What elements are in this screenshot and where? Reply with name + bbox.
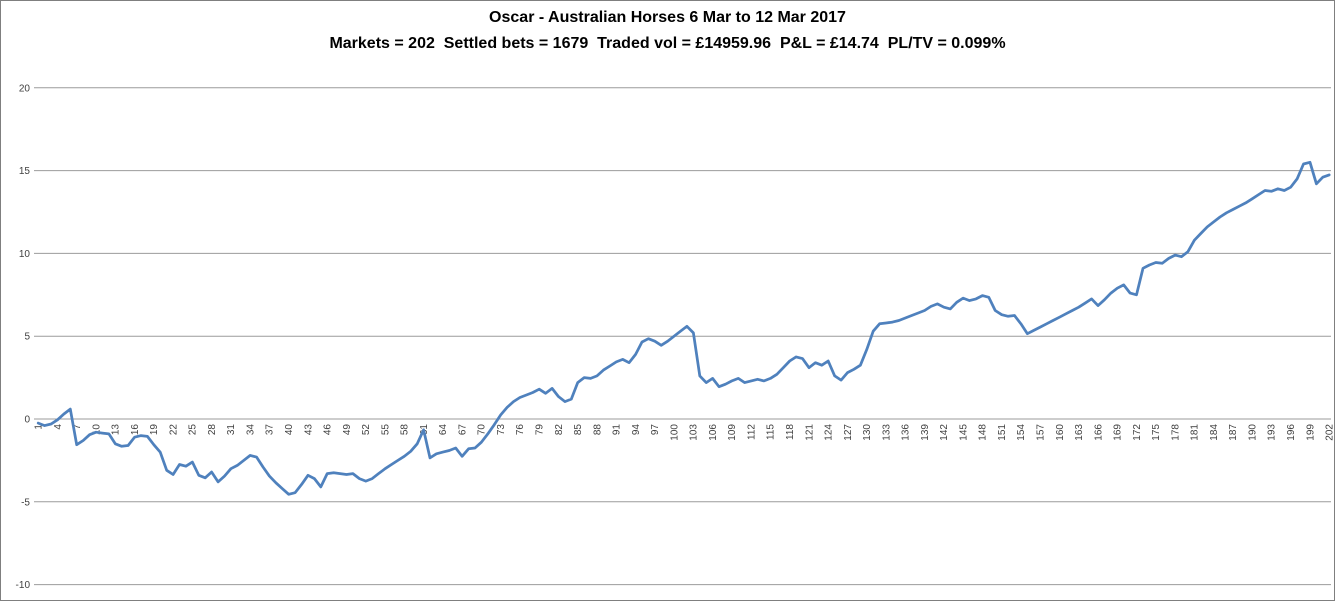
x-axis-tick-label: 28 [207, 424, 218, 436]
x-axis-tick-label: 70 [477, 424, 488, 436]
x-axis-tick-label: 100 [669, 424, 680, 441]
x-axis-tick-label: 172 [1132, 424, 1143, 441]
x-axis-tick-label: 55 [380, 424, 391, 436]
x-axis-tick-label: 160 [1055, 424, 1066, 441]
y-axis-tick-label: -5 [21, 497, 30, 508]
x-axis-tick-label: 142 [939, 424, 950, 441]
x-axis-tick-label: 34 [246, 424, 257, 436]
x-axis-tick-label: 193 [1267, 424, 1278, 441]
x-axis-tick-label: 22 [168, 424, 179, 436]
x-axis-tick-label: 4 [53, 424, 64, 430]
x-axis-tick-label: 112 [747, 424, 758, 440]
x-axis-tick-label: 184 [1209, 424, 1220, 441]
x-axis-tick-label: 19 [149, 424, 160, 436]
x-axis-tick-label: 73 [496, 424, 507, 436]
x-axis-tick-label: 46 [323, 424, 334, 436]
x-axis-tick-label: 49 [342, 424, 353, 436]
x-axis-tick-label: 103 [689, 424, 700, 441]
x-axis-tick-label: 175 [1151, 424, 1162, 441]
pl-series-line [36, 160, 1331, 496]
y-axis-tick-label: 20 [19, 83, 31, 94]
x-axis-tick-label: 157 [1036, 424, 1047, 441]
chart-title: Oscar - Australian Horses 6 Mar to 12 Ma… [489, 9, 846, 26]
chart-subtitle: Markets = 202 Settled bets = 1679 Traded… [329, 35, 1006, 52]
x-axis-tick-label: 88 [592, 424, 603, 436]
y-axis-tick-label: 0 [24, 415, 30, 426]
x-axis-tick-label: 121 [804, 424, 815, 441]
x-axis-tick-label: 163 [1074, 424, 1085, 441]
x-axis-tick-label: 133 [881, 424, 892, 441]
x-axis-tick-label: 37 [265, 424, 276, 436]
x-axis-tick-label: 130 [862, 424, 873, 441]
x-axis-tick-label: 85 [573, 424, 584, 436]
x-axis-tick-label: 106 [708, 424, 719, 441]
x-axis-tick-label: 169 [1113, 424, 1124, 441]
x-axis-tick-label: 97 [650, 424, 661, 436]
x-axis-tick-label: 178 [1170, 424, 1181, 441]
y-axis-tick-label: -10 [16, 580, 31, 591]
x-axis-tick-label: 202 [1325, 424, 1335, 441]
x-axis-tick-label: 196 [1286, 424, 1297, 441]
x-axis-tick-label: 10 [91, 424, 102, 436]
x-axis-tick-label: 13 [111, 424, 122, 436]
x-axis-tick-label: 166 [1093, 424, 1104, 441]
x-axis-tick-label: 91 [612, 424, 623, 436]
x-axis-tick-label: 124 [824, 424, 835, 441]
x-axis-tick-label: 199 [1305, 424, 1316, 441]
x-axis-tick-label: 67 [457, 424, 468, 436]
x-axis-tick-label: 1 [34, 424, 45, 430]
x-axis-tick-label: 76 [515, 424, 526, 436]
x-axis-tick-label: 64 [438, 424, 449, 436]
x-axis-tick-label: 190 [1248, 424, 1259, 441]
x-axis-tick-label: 187 [1228, 424, 1239, 441]
x-axis-tick-label: 79 [535, 424, 546, 436]
x-axis-tick-label: 40 [284, 424, 295, 436]
x-axis-tick-label: 118 [785, 424, 796, 440]
x-axis-tick-label: 58 [400, 424, 411, 436]
x-axis-tick-label: 109 [727, 424, 738, 441]
x-axis-tick-label: 82 [554, 424, 565, 436]
x-axis-tick-label: 145 [958, 424, 969, 441]
x-axis-tick-label: 181 [1190, 424, 1201, 441]
y-axis-tick-label: 10 [19, 249, 31, 260]
x-axis-tick-label: 127 [843, 424, 854, 441]
x-axis-tick-label: 139 [920, 424, 931, 441]
x-axis-tick-label: 115 [766, 424, 777, 440]
x-axis-tick-label: 31 [226, 424, 237, 436]
x-axis-tick-label: 154 [1016, 424, 1027, 441]
x-axis-tick-label: 52 [361, 424, 372, 436]
y-axis-tick-label: 15 [19, 166, 31, 177]
x-axis-tick-label: 136 [901, 424, 912, 441]
y-axis-tick-label: 5 [24, 332, 30, 343]
x-axis-tick-label: 94 [631, 424, 642, 436]
x-axis-tick-label: 151 [997, 424, 1008, 441]
x-axis-tick-label: 16 [130, 424, 141, 436]
x-axis-tick-label: 7 [72, 424, 83, 430]
x-axis-tick-label: 25 [188, 424, 199, 436]
x-axis-tick-label: 43 [303, 424, 314, 436]
x-axis-tick-label: 148 [978, 424, 989, 441]
